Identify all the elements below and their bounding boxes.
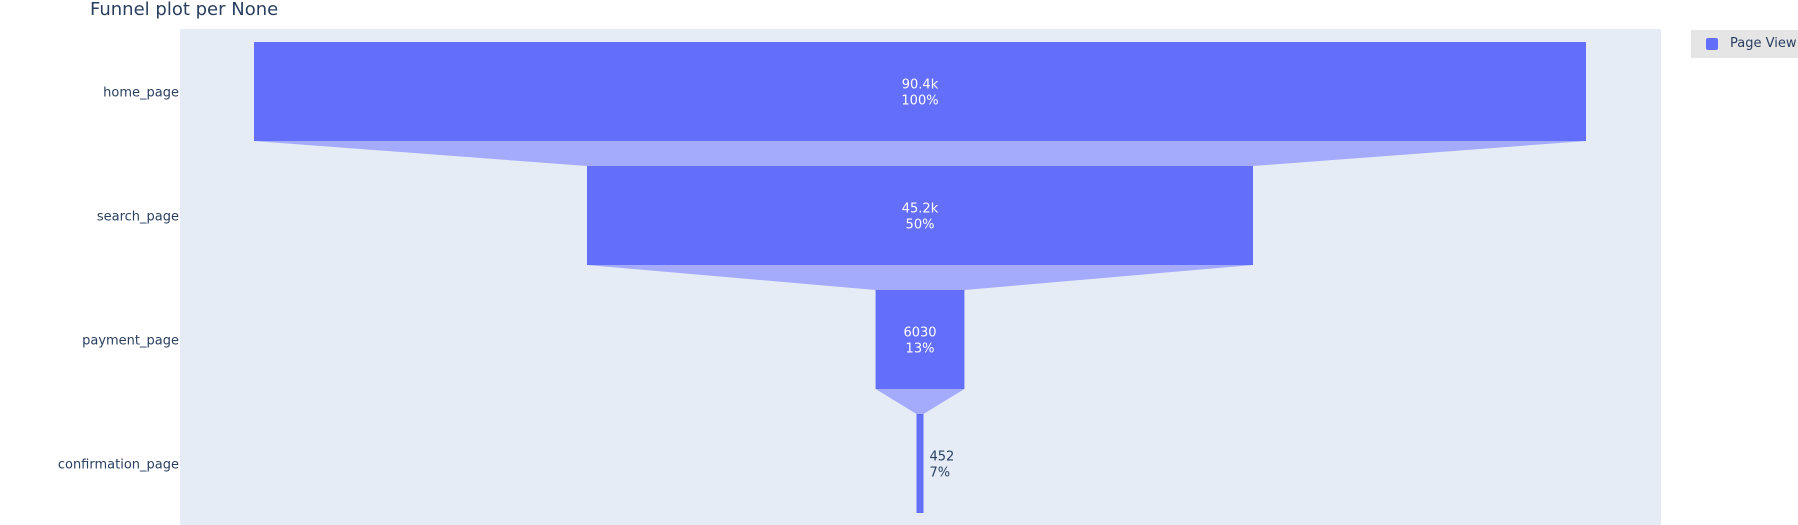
bar-value-label: 90.4k — [902, 78, 939, 93]
legend-swatch-icon — [1706, 38, 1718, 50]
bar-percent-label: 13% — [906, 342, 935, 357]
funnel-bar-home-page[interactable] — [254, 42, 1586, 141]
y-tick-label: home_page — [103, 86, 179, 101]
legend-label: Page View — [1730, 36, 1797, 51]
funnel-bar-search-page[interactable] — [587, 166, 1253, 265]
y-tick-label: confirmation_page — [58, 458, 179, 473]
legend[interactable]: Page View — [1691, 30, 1798, 58]
bar-percent-label: 100% — [901, 94, 938, 109]
funnel-connector — [587, 265, 1253, 290]
funnel-bars — [254, 42, 1586, 513]
bar-value-label: 452 — [930, 450, 955, 465]
bar-value-label: 6030 — [903, 326, 936, 341]
funnel-bar-confirmation-page[interactable] — [916, 414, 924, 513]
y-tick-label: payment_page — [82, 334, 179, 349]
y-tick-label: search_page — [97, 210, 179, 225]
funnel-bar-payment-page[interactable] — [875, 290, 965, 389]
funnel-connectors — [254, 141, 1586, 414]
bar-percent-label: 7% — [930, 466, 951, 481]
bar-percent-label: 50% — [906, 218, 935, 233]
chart-title: Funnel plot per None — [90, 0, 279, 20]
funnel-connector — [254, 141, 1586, 166]
y-axis-ticks: home_page search_page payment_page confirma… — [58, 86, 179, 473]
bar-value-label: 45.2k — [902, 202, 939, 217]
funnel-connector — [875, 389, 965, 414]
